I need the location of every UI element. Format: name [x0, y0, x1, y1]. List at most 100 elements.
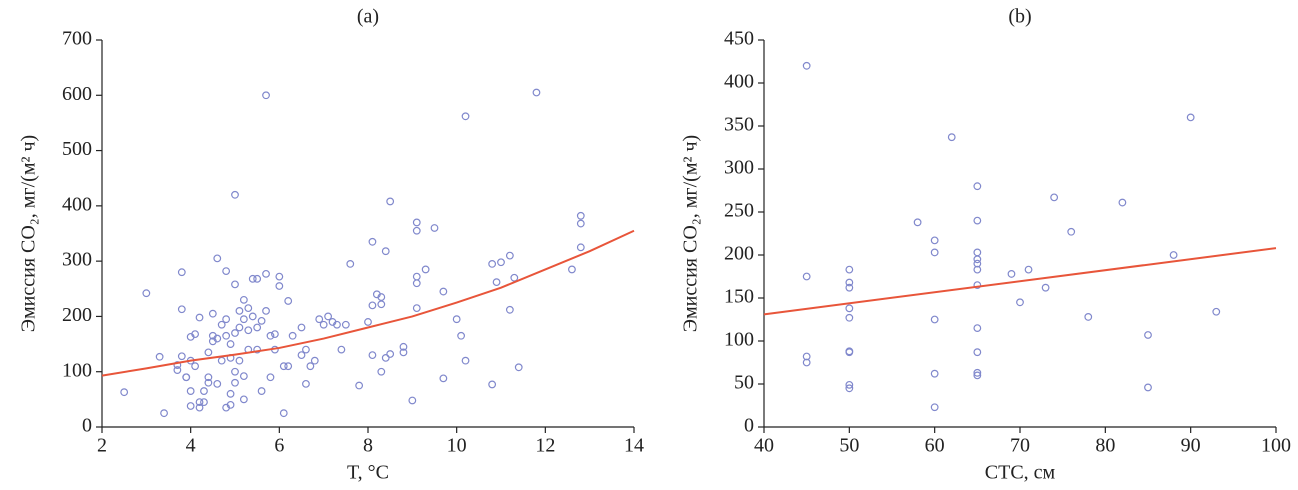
- point: [266, 331, 275, 340]
- point: [337, 345, 346, 354]
- y-tick-label: 200: [724, 243, 754, 265]
- y-tick-label: 300: [62, 249, 92, 271]
- point: [412, 272, 421, 281]
- point: [461, 356, 470, 365]
- x-tick-label: 60: [925, 435, 945, 457]
- point: [226, 400, 235, 409]
- point: [492, 278, 501, 287]
- point: [802, 61, 811, 70]
- point: [213, 334, 222, 343]
- point: [262, 269, 270, 278]
- point: [262, 307, 270, 315]
- point: [364, 318, 372, 326]
- point: [239, 372, 248, 381]
- point: [208, 309, 217, 318]
- point: [399, 348, 408, 357]
- point: [576, 211, 585, 220]
- point: [368, 301, 377, 310]
- point: [510, 273, 519, 282]
- point: [195, 403, 204, 412]
- point: [213, 254, 222, 263]
- point: [120, 388, 129, 397]
- point: [222, 315, 231, 324]
- point: [1118, 198, 1127, 207]
- point: [297, 351, 306, 360]
- x-tick-label: 70: [1010, 435, 1030, 457]
- point: [368, 237, 377, 246]
- point: [222, 267, 231, 275]
- point: [235, 356, 244, 365]
- point: [182, 373, 191, 382]
- point: [973, 255, 982, 264]
- point: [204, 373, 213, 382]
- point: [845, 348, 854, 357]
- point: [845, 265, 854, 274]
- x-tick-label: 80: [1095, 435, 1115, 457]
- point: [195, 398, 204, 407]
- point: [1041, 283, 1050, 292]
- point: [248, 274, 257, 283]
- x-tick-label: 6: [274, 435, 284, 457]
- point: [302, 379, 310, 388]
- y-tick-label: 250: [724, 200, 754, 222]
- point: [244, 326, 253, 335]
- point: [845, 278, 854, 287]
- point: [973, 368, 982, 377]
- point: [461, 112, 470, 121]
- point: [568, 265, 576, 274]
- point: [200, 387, 208, 395]
- y-tick-label: 500: [62, 138, 92, 160]
- x-tick-label: 4: [186, 435, 196, 457]
- y-tick-label: 100: [62, 359, 92, 381]
- point: [195, 313, 204, 322]
- x-tick-label: 2: [97, 435, 107, 457]
- point: [412, 304, 421, 313]
- point: [439, 374, 448, 383]
- y-axis-label: Эмиссия CO₂, мг/(м² ч): [680, 135, 702, 332]
- x-tick-label: 90: [1181, 435, 1201, 457]
- point: [845, 304, 854, 313]
- point: [177, 352, 186, 361]
- point: [1186, 113, 1195, 122]
- point: [845, 283, 854, 292]
- point: [231, 280, 239, 289]
- point: [1144, 383, 1152, 392]
- point: [947, 133, 956, 142]
- point: [1169, 251, 1178, 259]
- point: [142, 289, 151, 298]
- point: [421, 265, 430, 274]
- point: [297, 323, 306, 332]
- point: [231, 367, 239, 376]
- point: [930, 403, 939, 412]
- point: [191, 362, 200, 371]
- point: [845, 384, 854, 393]
- x-axis-label: T, °C: [347, 462, 389, 484]
- point: [248, 312, 257, 321]
- point: [930, 236, 939, 245]
- point: [231, 378, 239, 387]
- point: [386, 350, 395, 358]
- point: [262, 91, 270, 100]
- point: [191, 330, 200, 339]
- point: [186, 387, 195, 395]
- point: [368, 351, 377, 360]
- point: [231, 329, 239, 337]
- point: [973, 182, 982, 191]
- fit-line: [101, 229, 635, 377]
- point: [377, 367, 386, 376]
- point: [284, 297, 293, 305]
- chart-title: (a): [357, 6, 379, 28]
- point: [217, 356, 226, 365]
- point: [315, 315, 324, 324]
- point: [412, 218, 421, 227]
- point: [200, 398, 208, 407]
- point: [279, 409, 288, 418]
- x-axis-label: СТС, см: [985, 462, 1056, 484]
- point: [155, 352, 164, 361]
- point: [341, 320, 350, 329]
- point: [439, 287, 448, 296]
- point: [173, 361, 182, 369]
- point: [271, 330, 279, 339]
- point: [973, 281, 982, 290]
- point: [239, 395, 248, 404]
